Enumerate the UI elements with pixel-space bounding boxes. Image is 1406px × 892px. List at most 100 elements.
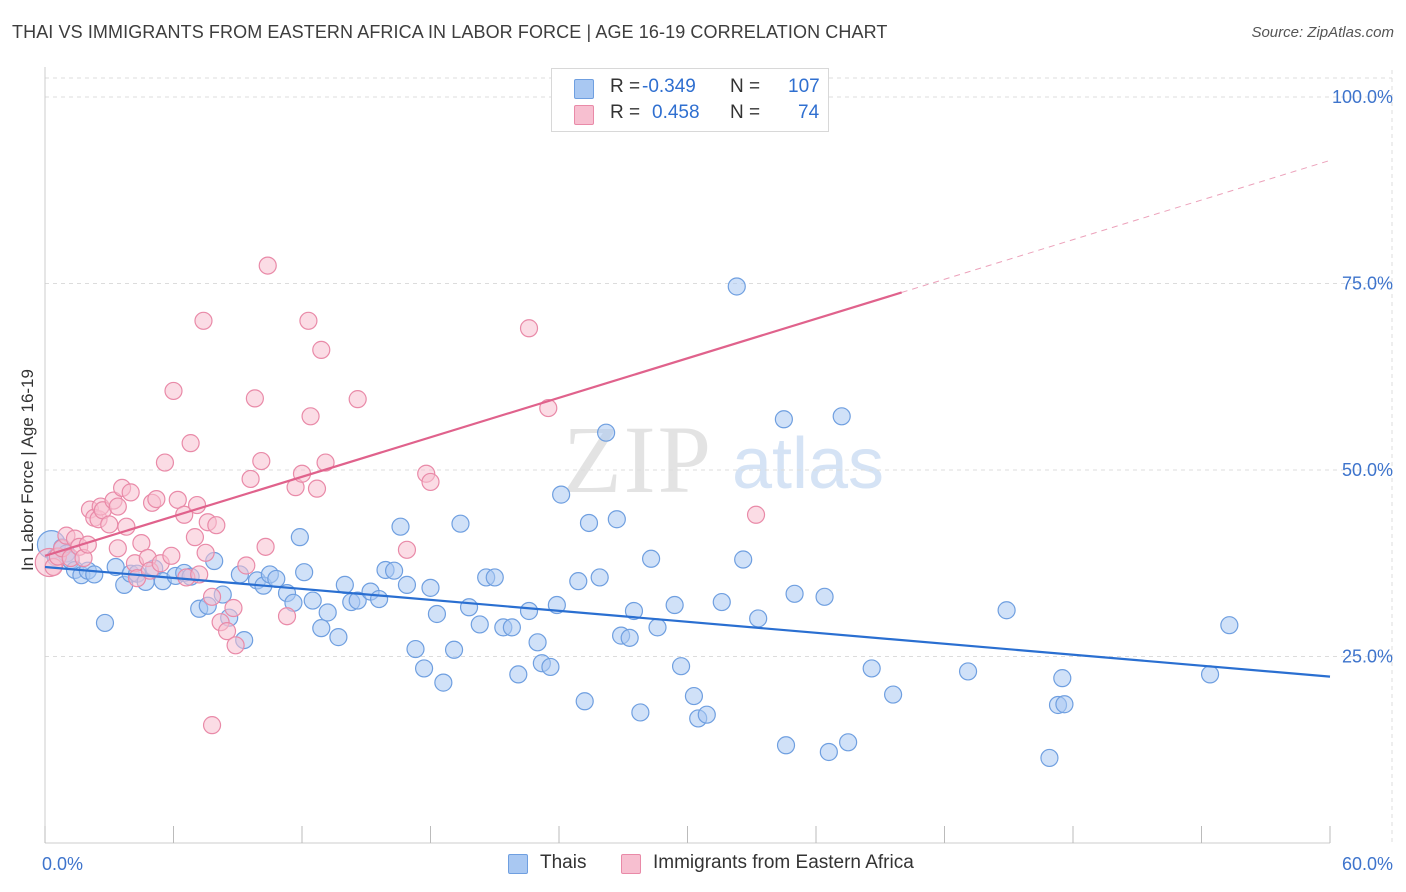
thais-point <box>597 423 616 442</box>
legend-n-label: N = <box>730 102 761 123</box>
correlation-legend: R = -0.349 N = 107 R = 0.458 N = 74 <box>551 68 829 132</box>
eafrica-point <box>348 390 367 409</box>
eafrica-point <box>421 472 440 492</box>
thais-trend-line <box>44 565 1331 678</box>
thais-point <box>318 603 337 622</box>
eafrica-point <box>100 515 119 534</box>
thais-point <box>712 592 731 612</box>
thais-point <box>819 742 838 762</box>
eafrica-point <box>252 451 271 471</box>
thais-point <box>862 659 881 678</box>
thais-point <box>839 733 858 752</box>
eafrica-trend-extension <box>901 159 1331 293</box>
thais-point <box>648 618 667 637</box>
thais-point <box>776 736 796 755</box>
legend-r-label: R = <box>610 102 641 123</box>
eafrica-point <box>307 479 327 498</box>
eafrica-point <box>202 587 222 606</box>
thais-point <box>785 584 804 603</box>
eafrica-point <box>155 453 175 472</box>
thais-point <box>414 659 434 678</box>
thais-point <box>1040 748 1059 768</box>
thais-point <box>348 591 367 610</box>
thais-point <box>774 410 793 429</box>
legend-swatch-eafrica <box>574 105 594 125</box>
x-tick-label-min: 0.0% <box>42 854 83 874</box>
legend-r-value-eafrica: 0.458 <box>652 102 700 123</box>
eafrica-point <box>224 598 243 618</box>
eafrica-point <box>164 381 183 401</box>
eafrica-point <box>108 497 127 516</box>
watermark-zip: ZIP <box>563 406 713 513</box>
legend-r-label: R = <box>610 76 641 97</box>
y-axis-label: In Labor Force | Age 16-19 <box>18 369 37 571</box>
eafrica-trend-line <box>44 291 902 557</box>
eafrica-point <box>316 453 335 472</box>
eafrica-point <box>241 469 260 489</box>
thais-point <box>444 640 464 659</box>
thais-point <box>734 550 753 569</box>
thais-point <box>541 657 560 677</box>
thais-point <box>1220 616 1239 635</box>
eafrica-point <box>217 622 237 641</box>
thais-point <box>485 568 504 587</box>
thais-point <box>620 628 639 647</box>
legend-n-value-thais: 107 <box>788 76 820 97</box>
thais-point <box>470 615 489 634</box>
y-tick-label: 50.0% <box>1342 460 1393 480</box>
thais-point <box>552 485 571 504</box>
eafrica-point <box>519 319 539 338</box>
thais-point <box>684 686 704 706</box>
thais-point <box>451 514 470 533</box>
thais-point <box>106 557 125 577</box>
thais-point <box>631 703 650 722</box>
thais-point <box>607 510 626 529</box>
thais-point <box>832 407 851 426</box>
eafrica-point <box>108 539 127 558</box>
eafrica-point <box>196 543 215 562</box>
thais-point <box>391 517 410 536</box>
eafrica-point <box>301 407 320 426</box>
eafrica-point <box>121 483 140 502</box>
eafrica-point <box>185 528 205 547</box>
thais-point <box>434 673 453 692</box>
thais-point <box>815 587 834 606</box>
thais-point <box>671 657 691 676</box>
eafrica-point <box>397 540 417 559</box>
eafrica-point <box>746 505 766 524</box>
chart-title: THAI VS IMMIGRANTS FROM EASTERN AFRICA I… <box>12 22 888 42</box>
eafrica-point <box>299 311 318 330</box>
y-tick-label: 25.0% <box>1342 647 1393 667</box>
bottom-legend-label-eafrica: Immigrants from Eastern Africa <box>653 852 914 873</box>
eafrica-point <box>202 716 222 735</box>
thais-point <box>519 601 539 621</box>
thais-point <box>697 705 716 724</box>
thais-point <box>95 613 115 633</box>
eafrica-point <box>237 556 256 575</box>
thais-point <box>883 685 903 704</box>
eafrica-point <box>162 546 181 565</box>
bottom-legend-label-thais: Thais <box>540 852 587 873</box>
eafrica-point <box>312 340 331 359</box>
thais-point <box>958 662 978 681</box>
thais-point <box>85 565 104 584</box>
eafrica-point <box>147 489 166 509</box>
eafrica-point <box>181 434 200 453</box>
thais-point <box>1053 669 1072 688</box>
bottom-legend-swatch-eafrica <box>621 854 641 874</box>
eafrica-point <box>226 636 245 655</box>
source-credit: Source: ZipAtlas.com <box>1251 24 1394 41</box>
legend-n-value-eafrica: 74 <box>798 102 820 123</box>
eafrica-point <box>258 256 277 275</box>
thais-point <box>502 618 521 637</box>
thais-point <box>406 639 425 659</box>
y-tick-label: 75.0% <box>1342 274 1393 294</box>
x-tick-label-max: 60.0% <box>1342 854 1393 874</box>
thais-point <box>303 591 322 610</box>
thais-point <box>1200 665 1220 684</box>
thais-point <box>267 569 286 589</box>
eafrica-point <box>277 607 297 626</box>
thais-point <box>641 549 661 568</box>
thais-point <box>370 589 389 609</box>
